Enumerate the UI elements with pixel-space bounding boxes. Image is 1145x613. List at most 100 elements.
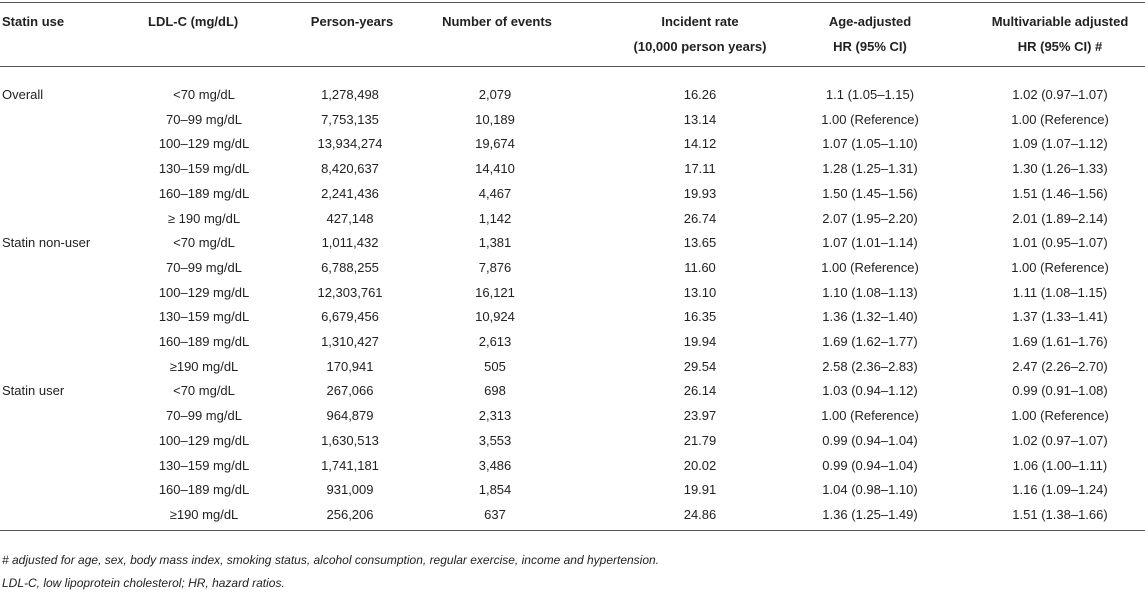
cell: 70–99 mg/dL [166,111,242,127]
cell: 4,467 [478,185,512,201]
footnote: LDL-C, low lipoprotein cholesterol; HR, … [2,576,285,590]
cell: 1.07 (1.01–1.14) [822,235,918,251]
cell: 1.06 (1.00–1.11) [1012,457,1108,473]
top-rule [0,2,1145,3]
cell: 1,011,432 [321,235,379,251]
cell: 1.36 (1.32–1.40) [822,309,918,325]
cell: 170,941 [326,358,374,374]
cell: 26.14 [683,383,717,399]
group-label: Statin non-user [2,235,91,251]
cell: 14,410 [475,161,515,177]
cell: 427,148 [326,210,374,226]
cell: 1,741,181 [321,457,379,473]
cell: 1,381 [478,235,512,251]
cell: 505 [484,358,506,374]
cell: 1,854 [478,482,512,498]
cell: 13.14 [683,111,717,127]
cell: 8,420,637 [321,161,379,177]
cell: 1.36 (1.25–1.49) [822,506,918,522]
cell: 1,278,498 [321,87,379,102]
cell: 3,553 [478,432,512,448]
cell: 2,313 [478,408,512,424]
footnote: # adjusted for age, sex, body mass index… [2,553,660,567]
cell: 160–189 mg/dL [158,334,250,349]
cell: 160–189 mg/dL [158,185,250,201]
cell: 7,753,135 [321,111,379,127]
cell: 130–159 mg/dL [158,457,250,473]
cell: 1.30 (1.26–1.33) [1012,161,1108,177]
cell: 11.60 [684,259,716,275]
cell: 1.02 (0.97–1.07) [1012,432,1108,448]
cell: 964,879 [326,408,374,424]
cell: 17.11 [684,161,716,177]
cell: 14.12 [683,136,717,152]
cell: 19.93 [683,185,717,201]
cell: 1,630,513 [321,432,379,448]
cell: 21.79 [683,432,717,448]
cell: 2.01 (1.89–2.14) [1012,210,1108,226]
cell: 12,303,761 [317,284,383,300]
cell: 10,189 [475,111,515,127]
cell: 24.86 [683,506,717,522]
cell: 931,009 [326,482,374,498]
cell: 1.07 (1.05–1.10) [822,136,918,152]
cell: 29.54 [683,358,717,374]
cell: 1.02 (0.97–1.07) [1012,87,1108,102]
cell: 1.1 (1.05–1.15) [825,87,915,102]
cell: 1.09 (1.07–1.12) [1012,136,1108,152]
cell: 13.10 [683,284,717,300]
cell: 2,241,436 [321,185,379,201]
column-header: Person-years [310,14,394,29]
cell: 13,934,274 [317,136,383,152]
cell: 19,674 [475,136,515,152]
cell: 6,788,255 [321,259,379,275]
cell: 698 [484,383,506,399]
cell: 637 [484,506,506,522]
column-header: Number of events [442,14,552,29]
cell: 1.69 (1.62–1.77) [822,334,918,349]
column-header: Multivariable adjusted [991,14,1129,29]
cell: 1,310,427 [321,334,379,349]
bottom-rule [0,530,1145,531]
cell: 16.35 [683,309,717,325]
cell: 130–159 mg/dL [158,161,250,177]
column-header: Age-adjusted [828,14,912,29]
cell: ≥190 mg/dL [169,358,239,374]
cell: 23.97 [683,408,717,424]
cell: 20.02 [683,457,717,473]
cell: ≥ 190 mg/dL [167,210,241,226]
cell: 1.51 (1.38–1.66) [1012,506,1108,522]
cell: 130–159 mg/dL [158,309,250,325]
cell: 1.00 (Reference) [821,408,919,424]
column-header: HR (95% CI) # [1017,39,1103,54]
cell: 1.01 (0.95–1.07) [1012,235,1108,251]
column-header: Statin use [2,14,65,29]
cell: 1.37 (1.33–1.41) [1012,309,1108,325]
cell: 0.99 (0.91–1.08) [1012,383,1108,399]
cell: 1.00 (Reference) [1011,408,1109,424]
cell: 1.00 (Reference) [1011,259,1109,275]
cell: 1.28 (1.25–1.31) [822,161,918,177]
cell: 16,121 [475,284,515,300]
cell: 0.99 (0.94–1.04) [822,432,918,448]
cell: 19.91 [683,482,717,498]
group-label: Statin user [2,383,65,399]
cell: 13.65 [683,235,717,251]
cell: 70–99 mg/dL [166,408,242,424]
cell: <70 mg/dL [173,235,235,251]
cell: 1.03 (0.94–1.12) [822,383,918,399]
cell: 2.58 (2.36–2.83) [822,358,918,374]
cell: 19.94 [683,334,717,349]
cell: <70 mg/dL [173,383,235,399]
cell: 1.10 (1.08–1.13) [822,284,918,300]
cell: 7,876 [478,259,512,275]
column-header: HR (95% CI) [833,39,907,54]
cell: 1.11 (1.08–1.15) [1012,284,1108,300]
cell: 1,142 [478,210,512,226]
cell: ≥190 mg/dL [169,506,239,522]
cell: 100–129 mg/dL [158,432,250,448]
cell: 70–99 mg/dL [166,259,242,275]
group-label: Overall [2,87,44,102]
cell: 256,206 [326,506,374,522]
